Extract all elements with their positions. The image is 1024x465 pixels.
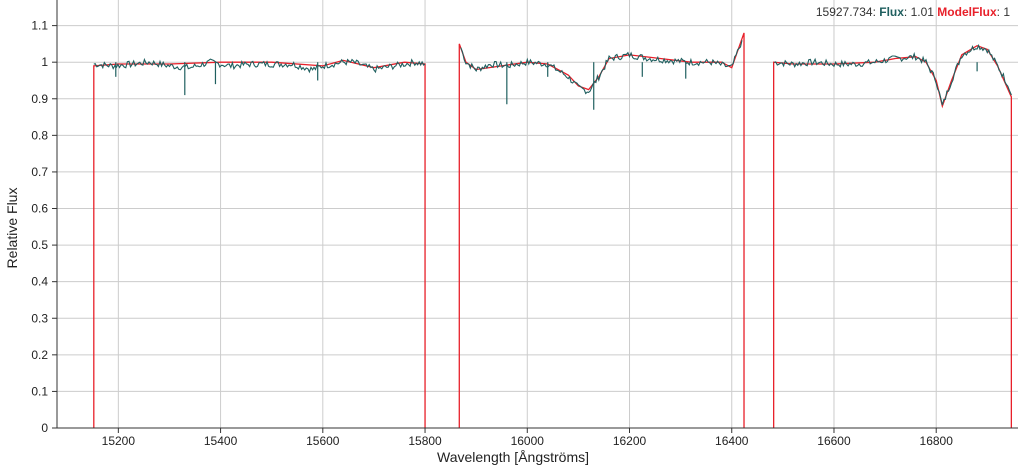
flux-line (93, 57, 426, 74)
x-tick-label: 16200 (613, 434, 647, 448)
model-flux-line (458, 32, 745, 428)
y-tick-label: 0.7 (31, 165, 48, 179)
axes (56, 0, 1018, 429)
x-tick-label: 16000 (511, 434, 545, 448)
cursor-wavelength: 15927.734 (815, 5, 873, 19)
flux-label: Flux (879, 5, 904, 19)
x-tick-label: 16600 (817, 434, 851, 448)
flux-value: 1.01 (910, 5, 934, 19)
x-tick-label: 15200 (102, 434, 136, 448)
y-tick-label: 0.4 (31, 275, 48, 289)
y-tick-label: 0.8 (31, 128, 48, 142)
y-tick-label: 0 (41, 421, 48, 435)
x-axis-ticks: 15200 15400 15600 15800 16000 16200 16400 16600… (102, 428, 954, 448)
x-tick-label: 15400 (204, 434, 238, 448)
model-flux-label: ModelFlux (937, 5, 997, 19)
grid-lines (57, 0, 1018, 429)
y-tick-label: 0.5 (31, 238, 48, 252)
y-axis-ticks: 0 0.1 0.2 0.3 0.4 0.5 0.6 0.7 0.8 0.9 1 1.1 (31, 19, 57, 435)
flux-line (774, 43, 1012, 106)
y-tick-label: 0.1 (31, 384, 48, 398)
y-tick-label: 0.2 (31, 348, 48, 362)
y-tick-label: 0.9 (31, 92, 48, 106)
x-tick-label: 16800 (920, 434, 954, 448)
y-tick-label: 1 (41, 55, 48, 69)
hover-readout: 15927.734: Flux: 1.01 ModelFlux: 1 (815, 5, 1010, 19)
x-tick-label: 15600 (306, 434, 340, 448)
y-tick-label: 0.6 (31, 202, 48, 216)
y-axis-title: Relative Flux (4, 188, 20, 269)
flux-line (460, 40, 743, 95)
x-axis-title: Wavelength [Ångströms] (437, 449, 589, 465)
model-flux-value: 1 (1003, 5, 1010, 19)
x-tick-label: 15800 (408, 434, 442, 448)
y-tick-label: 0.3 (31, 311, 48, 325)
model-flux-line (773, 45, 1013, 428)
series-lines (93, 32, 1013, 428)
model-flux-line (93, 59, 426, 428)
y-tick-label: 1.1 (31, 19, 48, 33)
x-tick-label: 16400 (715, 434, 749, 448)
